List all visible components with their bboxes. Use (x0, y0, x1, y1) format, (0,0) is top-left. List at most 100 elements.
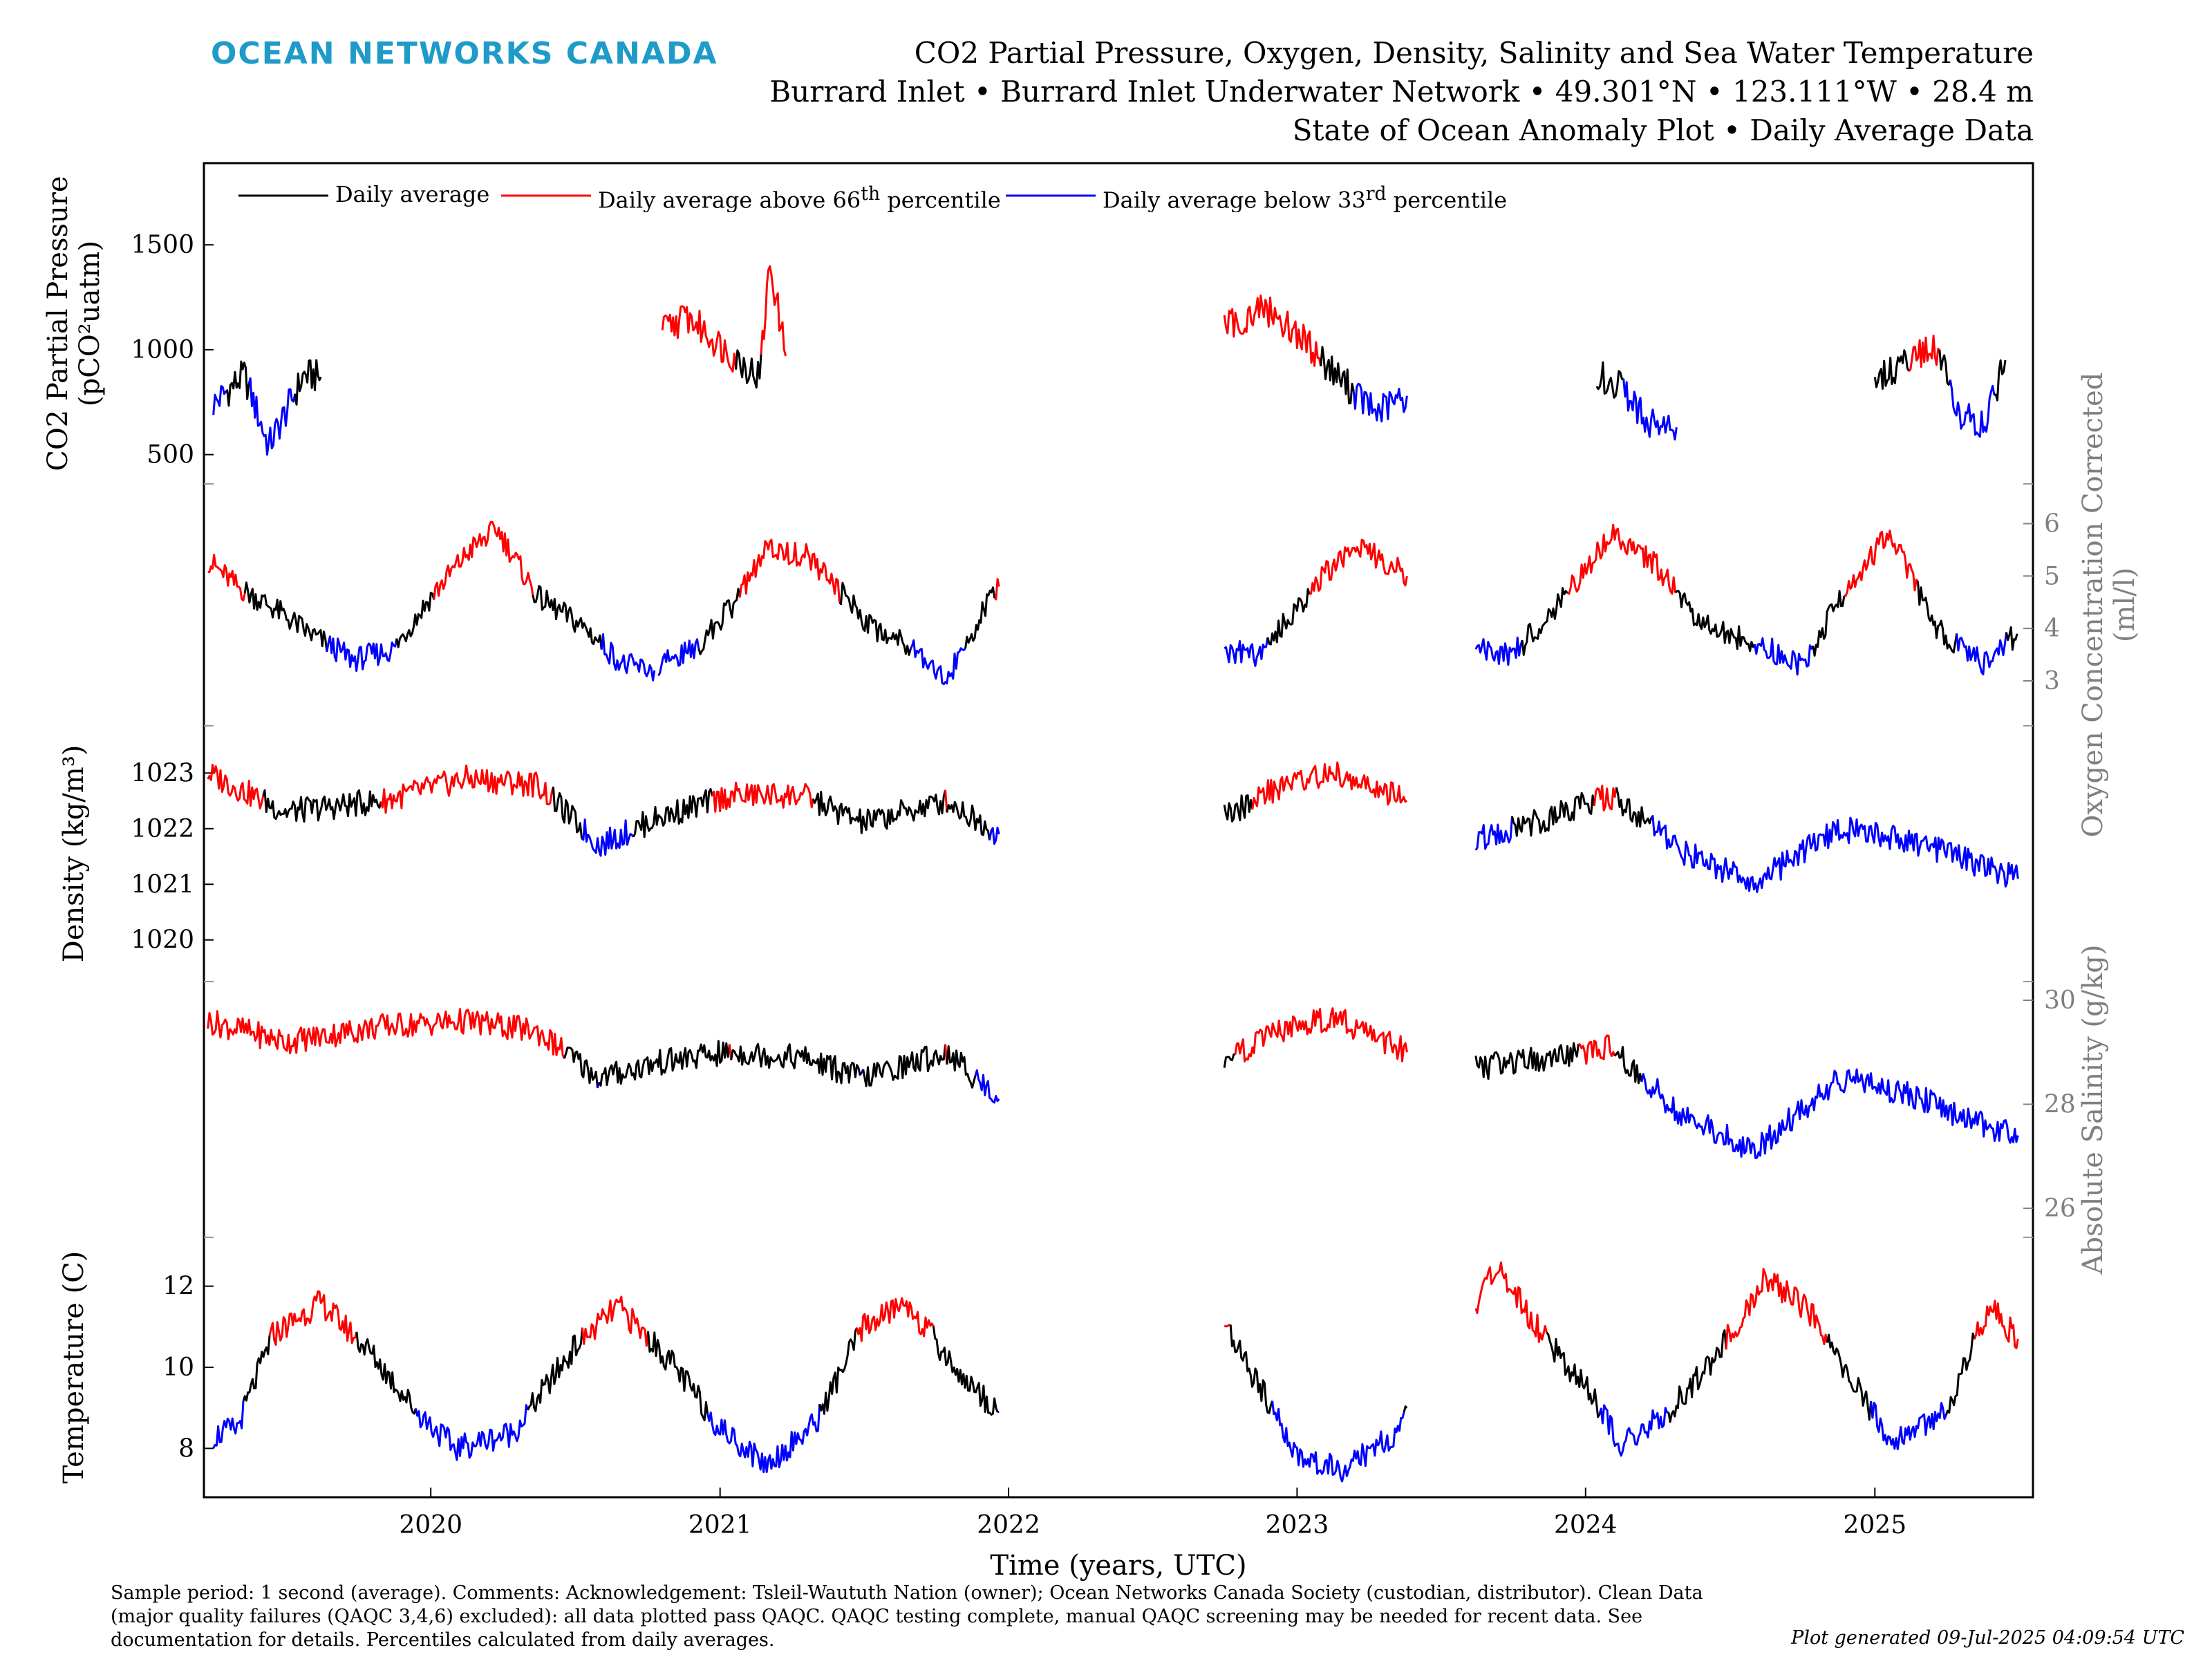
density-series-run (1223, 794, 1254, 823)
x-axis: 2020 2021 2022 2023 2024 2025 Time (years, UTC… (399, 1488, 1906, 1582)
temperature-series-run (1973, 1300, 2019, 1349)
oxygen-series-run (1566, 523, 1676, 595)
brand-logo-text: OCEAN NETWORKS CANADA (211, 36, 718, 71)
density-series-run (812, 789, 947, 834)
temperature-series-run (1224, 1323, 1231, 1328)
footnote: Sample period: 1 second (average). Comme… (111, 1582, 1703, 1651)
salinity-y-tick-label-30: 30 (2044, 986, 2076, 1015)
temperature-series-run (268, 1290, 358, 1346)
oxygen-series-run (1309, 538, 1408, 596)
co2-series-run (1595, 361, 1624, 399)
co2-series-run (1908, 335, 1940, 372)
x-tick-label-2024: 2024 (1554, 1511, 1618, 1539)
salinity-series-run (1234, 1007, 1408, 1062)
temperature-series-run (212, 1400, 245, 1449)
temperature-series-run (1944, 1332, 1976, 1416)
temperature-y-axis-label: Temperature (C) (58, 1251, 90, 1484)
co2-y-axis-label: CO2 Partial Pressure (42, 176, 74, 471)
oxygen-series-run (207, 554, 246, 602)
oxygen-series-run (600, 633, 656, 682)
legend: Daily average Daily average above 66th pe… (238, 181, 1508, 212)
salinity-y-axis-label: Absolute Salinity (g/kg) (2077, 944, 2109, 1275)
temperature-series-run (581, 1295, 650, 1347)
oxygen-y-tick-label-4: 4 (2044, 615, 2060, 643)
co2-series-run (661, 305, 738, 373)
co2-series-run (1320, 346, 1355, 404)
density-series-run (1251, 761, 1408, 810)
oxygen-series-run (1266, 588, 1311, 646)
temperature-series-run (1474, 1261, 1548, 1343)
temperature-series-run (932, 1326, 999, 1416)
plot-generated-stamp: Plot generated 09-Jul-2025 04:09:54 UTC (1791, 1627, 2184, 1649)
salinity-series-run (862, 1044, 947, 1087)
co2-series-run (225, 360, 250, 407)
density-series-run (1593, 785, 1618, 812)
temperature-series-run (1826, 1333, 1873, 1421)
density-series-run (552, 787, 583, 839)
density-series-run (581, 818, 635, 857)
oxygen-series-run (738, 538, 841, 603)
salinity-series-run (974, 1069, 1000, 1104)
oxygen-series-run (909, 639, 966, 686)
temperature-series-run (527, 1327, 583, 1412)
density-series-run (379, 765, 554, 814)
density-y-tick-label-1022: 1022 (131, 815, 194, 843)
co2-y-tick-label-1000: 1000 (131, 336, 194, 364)
oxygen-y-tick-label-5: 5 (2044, 562, 2060, 590)
oxygen-series-run (1474, 636, 1524, 666)
oxygen-series-run (838, 581, 912, 656)
temperature-series-run (706, 1404, 821, 1474)
oxygen-y-tick-label-3: 3 (2044, 667, 2060, 695)
oxygen-series-run (1844, 529, 1919, 597)
density-y-tick-label-1023: 1023 (131, 759, 194, 787)
oxygen-series-run (1917, 581, 1958, 654)
temperature-series-run (1403, 1405, 1408, 1413)
co2-series-run (1223, 294, 1322, 367)
panel-ticks: 500 1000 1500 CO2 Partial Pressure (pCO²uatm… (42, 176, 2141, 1483)
legend-text-2: Daily average below 33rd percentile (1103, 183, 1508, 212)
co2-series-run (212, 385, 227, 415)
oxygen-series-run (1224, 637, 1269, 667)
oxygen-series-run (2005, 626, 2018, 651)
salinity-series-run (207, 1008, 565, 1059)
salinity-series-run (1474, 1042, 1580, 1080)
x-axis-label: Time (years, UTC) (990, 1550, 1246, 1582)
co2-series-run (735, 349, 762, 389)
oxygen-series-run (326, 635, 398, 672)
temperature-y-tick-label-10: 10 (162, 1353, 194, 1382)
oxygen-series-run (657, 638, 700, 677)
oxygen-series-run (697, 588, 741, 655)
co2-series-run (1352, 382, 1408, 423)
series-layer (207, 265, 2019, 1483)
density-series-run (988, 826, 1000, 845)
legend-label-0: Daily average (335, 181, 490, 207)
salinity-series-run (1640, 1068, 2019, 1159)
temperature-y-tick-label-8: 8 (178, 1434, 194, 1463)
temperature-series-run (1598, 1404, 1669, 1457)
temperature-series-run (647, 1331, 709, 1422)
legend-text-0: Daily average (335, 181, 490, 207)
oxygen-series-run (395, 592, 435, 648)
temperature-series-run (1546, 1331, 1601, 1418)
temperature-series-run (1870, 1400, 1947, 1451)
co2-series-run (1994, 359, 2007, 402)
salinity-series-run (1577, 1034, 1616, 1065)
salinity-series-run (1223, 1053, 1236, 1068)
oxygen-series-run (1674, 590, 1756, 653)
chart-subtitle-type: State of Ocean Anomaly Plot • Daily Aver… (1292, 113, 2034, 147)
oxygen-series-run (433, 521, 534, 600)
density-series-run (1650, 814, 2019, 893)
density-series-run (944, 789, 948, 813)
salinity-series-run (730, 1042, 863, 1085)
oxygen-y-tick-label-6: 6 (2044, 509, 2060, 538)
co2-y-axis-label: (pCO²uatm) (74, 241, 106, 406)
oxygen-series-run (1521, 587, 1568, 656)
salinity-series-run (946, 1045, 977, 1089)
salinity-y-tick-label-26: 26 (2044, 1194, 2076, 1223)
chart-subtitle-location: Burrard Inlet • Burrard Inlet Underwater… (769, 75, 2034, 109)
x-tick-label-2020: 2020 (399, 1511, 462, 1539)
temperature-series-run (415, 1404, 529, 1461)
co2-series-run (1949, 379, 1996, 438)
density-series-run (1474, 816, 1513, 851)
